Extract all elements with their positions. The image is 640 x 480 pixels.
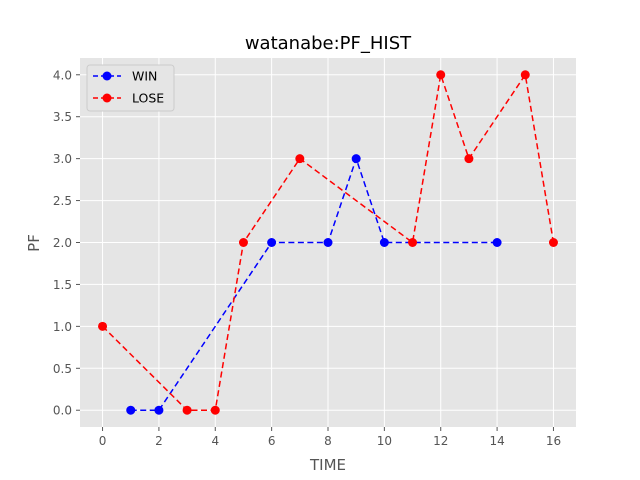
x-tick-label: 2 <box>155 434 163 448</box>
series-lose <box>98 70 558 415</box>
y-tick-label: 0.0 <box>53 404 72 418</box>
data-point-win <box>351 154 361 164</box>
x-tick-label: 12 <box>433 434 448 448</box>
data-point-lose <box>98 321 108 331</box>
data-point-lose <box>182 405 192 415</box>
x-tick-label: 14 <box>489 434 504 448</box>
x-tick-label: 4 <box>211 434 219 448</box>
legend-label-win: WIN <box>132 69 157 84</box>
data-point-lose <box>464 154 474 164</box>
x-tick-label: 6 <box>268 434 276 448</box>
y-tick-label: 1.5 <box>53 278 72 292</box>
data-point-lose <box>548 238 558 247</box>
legend-label-lose: LOSE <box>132 91 164 106</box>
x-tick-label: 10 <box>377 434 392 448</box>
series-win <box>126 154 502 415</box>
y-tick-label: 2.5 <box>53 194 72 208</box>
y-tick-label: 4.0 <box>53 68 72 82</box>
y-tick-label: 3.0 <box>53 152 72 166</box>
series-line-lose <box>102 72 555 411</box>
x-tick-label: 0 <box>99 434 107 448</box>
x-tick-label: 8 <box>324 434 332 448</box>
data-point-win <box>492 238 502 247</box>
x-axis-ticks: 0 2 4 6 8 10 12 14 16 <box>99 427 561 448</box>
data-point-win <box>154 405 164 415</box>
data-point-win <box>323 238 333 247</box>
legend-marker-win <box>102 71 112 81</box>
legend: WIN LOSE <box>86 64 175 112</box>
x-tick-label: 16 <box>546 434 561 448</box>
data-point-lose <box>210 405 220 415</box>
chart-title: watanabe:PF_HIST <box>245 33 412 54</box>
y-tick-label: 3.5 <box>53 110 72 124</box>
data-point-lose <box>238 238 248 247</box>
y-tick-label: 0.5 <box>53 362 72 376</box>
y-tick-label: 2.0 <box>53 236 72 250</box>
data-point-lose <box>295 154 305 164</box>
data-point-lose <box>520 70 530 80</box>
x-axis-title: TIME <box>309 456 346 474</box>
y-axis-title: PF <box>25 234 43 252</box>
series <box>98 70 558 415</box>
data-point-lose <box>436 70 446 80</box>
data-point-win <box>267 238 277 247</box>
y-tick-label: 1.0 <box>53 320 72 334</box>
data-point-lose <box>408 238 418 247</box>
legend-marker-lose <box>102 93 112 103</box>
data-point-win <box>126 405 136 415</box>
y-axis-ticks: 0.0 0.5 1.0 1.5 2.0 2.5 3.0 3.5 4.0 <box>53 68 80 418</box>
data-point-win <box>379 238 389 247</box>
